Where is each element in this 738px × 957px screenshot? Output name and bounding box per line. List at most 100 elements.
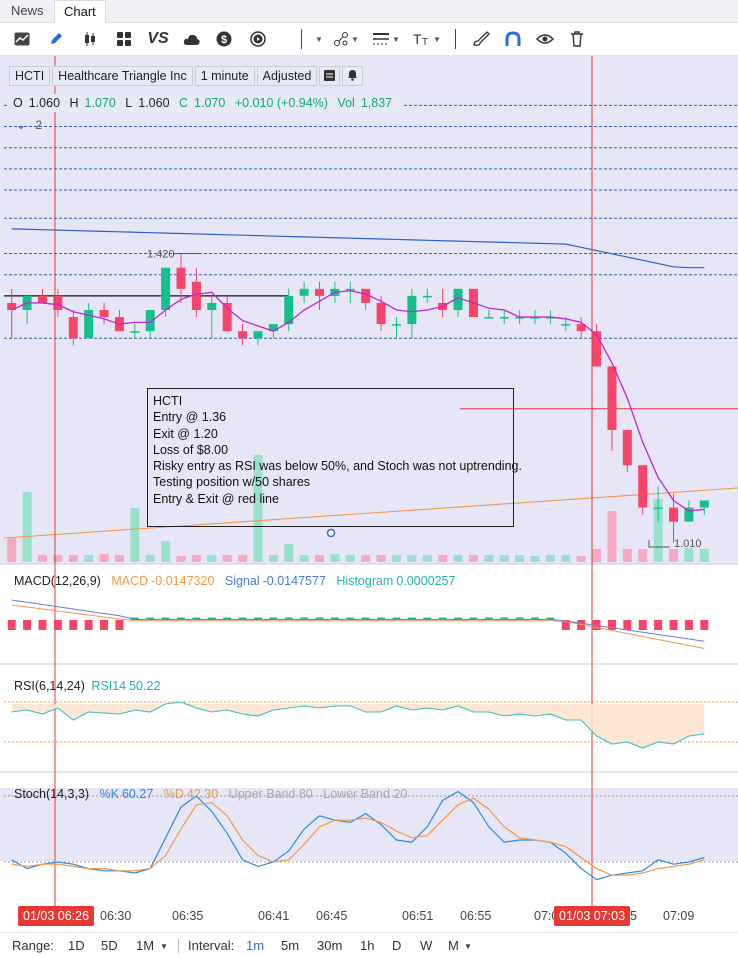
- volume-bar: [207, 555, 217, 562]
- range-1m[interactable]: 1M: [136, 938, 155, 953]
- interval-30m[interactable]: 30m: [317, 938, 343, 953]
- macd-label: MACD: [111, 574, 149, 588]
- stoch-d-value: 42.30: [186, 787, 219, 801]
- candle-body: [699, 500, 709, 508]
- long-ma-line: [11, 228, 705, 269]
- volume-bar: [330, 554, 340, 562]
- range-1m-caret-icon[interactable]: ▼: [160, 942, 168, 951]
- tab-chart[interactable]: Chart: [54, 0, 106, 23]
- grid-icon[interactable]: [114, 27, 134, 51]
- text-tool-icon[interactable]: T T ▼: [413, 31, 441, 47]
- candle-body: [238, 331, 248, 339]
- macd-histogram-bar: [700, 620, 709, 630]
- volume-bar: [545, 555, 555, 562]
- candle-body: [253, 331, 263, 339]
- macd-histogram-bar: [377, 617, 386, 620]
- candles-icon[interactable]: [80, 27, 100, 51]
- vs-icon[interactable]: VS: [147, 30, 169, 47]
- macd-histogram-bar: [7, 620, 16, 630]
- candle-body: [191, 281, 201, 310]
- legend-menu-icon[interactable]: [319, 66, 341, 86]
- macd-histogram-bar: [284, 617, 293, 620]
- brush-icon[interactable]: [470, 27, 492, 51]
- legend-symbol[interactable]: HCTI: [9, 66, 51, 86]
- cloud-icon[interactable]: [181, 27, 203, 51]
- indicator-collapse-toggle[interactable]: ⌄ 2: [16, 118, 42, 132]
- macd-histogram-bar: [500, 617, 509, 620]
- time-tick: 07:0: [534, 909, 559, 923]
- candle-body: [622, 429, 632, 466]
- pencil-icon[interactable]: [46, 27, 66, 51]
- toolbar-separator: [455, 29, 456, 49]
- interval-1m[interactable]: 1m: [246, 938, 265, 953]
- exit-time-badge: 01/03 07:03: [554, 906, 631, 926]
- stoch-name[interactable]: Stoch(14,3,3): [14, 787, 90, 801]
- range-5d[interactable]: 5D: [101, 938, 118, 953]
- volume-bar: [638, 549, 648, 562]
- interval-1h[interactable]: 1h: [360, 938, 375, 953]
- candle-body: [453, 288, 463, 310]
- macd-histogram-bar: [469, 617, 478, 620]
- interval-5m[interactable]: 5m: [281, 938, 300, 953]
- candle-body: [130, 331, 140, 333]
- area-chart-icon[interactable]: [12, 27, 32, 51]
- line-tool-icon[interactable]: [301, 29, 302, 49]
- rsi-name[interactable]: RSI(6,14,24): [14, 679, 85, 693]
- rsi-legend: RSI(6,14,24) RSI14 50.22: [14, 677, 167, 695]
- tab-bar: News Chart: [0, 0, 738, 23]
- candle-body: [176, 267, 186, 289]
- macd-name[interactable]: MACD(12,26,9): [14, 574, 101, 588]
- volume-bar: [238, 555, 248, 562]
- candle-body: [207, 302, 217, 310]
- range-1d[interactable]: 1D: [68, 938, 85, 953]
- legend-adjust[interactable]: Adjusted: [256, 66, 318, 86]
- volume-bar: [37, 555, 47, 562]
- macd-histogram-bar: [330, 617, 339, 620]
- rsi14-value: 50.22: [129, 679, 161, 693]
- macd-histogram-bar: [269, 617, 278, 620]
- candle-body: [407, 295, 417, 325]
- trash-icon[interactable]: [566, 27, 588, 51]
- stoch-d-line: [11, 797, 705, 876]
- macd-histogram-bar: [53, 620, 62, 630]
- macd-histogram-bar: [192, 617, 201, 620]
- line-tool-dropdown[interactable]: ▼: [315, 34, 323, 44]
- magnet-icon[interactable]: [502, 27, 524, 51]
- volume-bar: [407, 555, 417, 562]
- candle-body: [299, 288, 309, 296]
- tab-news[interactable]: News: [11, 3, 44, 18]
- volume-bar: [145, 555, 155, 562]
- ohlc-open-label: O: [13, 96, 23, 110]
- volume-bar: [299, 555, 309, 562]
- interval-d[interactable]: D: [392, 938, 402, 953]
- volume-bar: [222, 555, 232, 562]
- note-line: Exit @ 1.20: [153, 426, 218, 441]
- macd-histogram-bar: [684, 620, 693, 630]
- volume-bar: [130, 508, 140, 562]
- play-icon[interactable]: [248, 27, 268, 51]
- macd-value: -0.0147320: [151, 574, 215, 588]
- dollar-icon[interactable]: $: [214, 27, 234, 51]
- alert-bell-icon[interactable]: [342, 66, 364, 86]
- time-tick: 06:35: [172, 909, 204, 923]
- macd-histogram-bar: [484, 617, 493, 620]
- eye-icon[interactable]: [534, 27, 556, 51]
- price-chart[interactable]: 1.420 1.010: [0, 56, 738, 906]
- candle-body: [499, 317, 509, 319]
- histogram-label: Histogram: [336, 574, 394, 588]
- lines-tool-icon[interactable]: ▼: [373, 33, 400, 45]
- trade-note-annotation[interactable]: HCTI Entry @ 1.36 Exit @ 1.20 Loss of $8…: [147, 388, 522, 527]
- interval-m-caret-icon[interactable]: ▼: [464, 942, 472, 951]
- interval-m[interactable]: M: [448, 938, 459, 953]
- candle-body: [68, 317, 78, 339]
- candle-body: [84, 310, 94, 339]
- candle-body: [37, 295, 47, 303]
- candle-body: [145, 310, 155, 332]
- macd-histogram-bar: [454, 617, 463, 620]
- macd-histogram-bar: [423, 617, 432, 620]
- stoch-d-label: %D: [163, 787, 184, 801]
- node-tool-icon[interactable]: ▼: [333, 27, 359, 51]
- legend-interval[interactable]: 1 minute: [194, 66, 255, 86]
- interval-w[interactable]: W: [420, 938, 433, 953]
- histogram-value: 0.0000257: [396, 574, 456, 588]
